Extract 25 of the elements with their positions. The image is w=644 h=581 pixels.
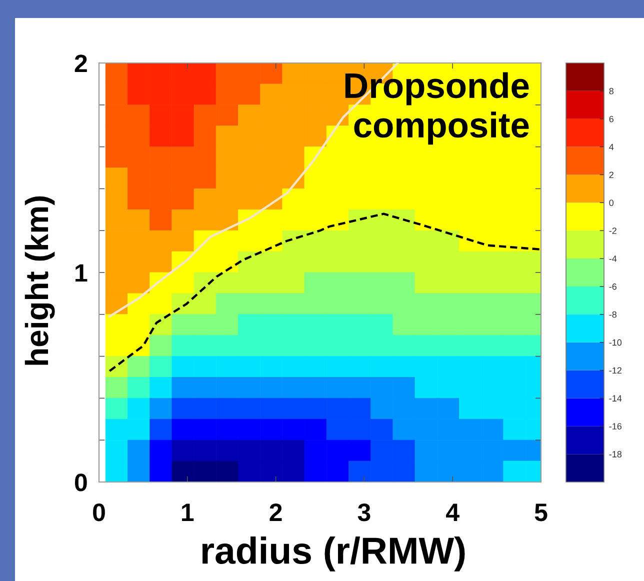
- color-bar-label: -2: [609, 228, 616, 234]
- color-bar-label: -4: [609, 256, 617, 262]
- color-bar-label: -18: [609, 451, 622, 458]
- color-bar-label: -6: [609, 283, 616, 290]
- color-bar-label: -14: [609, 395, 622, 402]
- y-tick-label: 0: [74, 474, 87, 492]
- x-tick-label: 2: [270, 503, 282, 521]
- x-tick-label: 5: [534, 504, 548, 522]
- color-bar-label: -12: [609, 367, 622, 374]
- x-tick-label: 4: [446, 504, 460, 521]
- y-tick-label: 1: [76, 264, 88, 282]
- y-tick-label: 2: [74, 54, 87, 72]
- color-bar-label: 2: [609, 172, 614, 178]
- color-bar-label: -10: [609, 339, 622, 346]
- color-bar-label: 0: [609, 200, 614, 206]
- color-bar-label: 8: [609, 88, 614, 94]
- color-bar-label: -8: [609, 311, 616, 318]
- x-axis-title: radius (r/RMW): [202, 536, 465, 572]
- x-tick-label: 0: [93, 503, 105, 522]
- color-bar-label: 4: [609, 144, 614, 150]
- y-axis-title: height (km): [24, 196, 55, 365]
- x-tick-label: 1: [182, 504, 194, 521]
- color-bar-label: -16: [609, 423, 622, 430]
- x-tick-label: 3: [358, 503, 370, 522]
- color-bar-label: 6: [609, 116, 614, 122]
